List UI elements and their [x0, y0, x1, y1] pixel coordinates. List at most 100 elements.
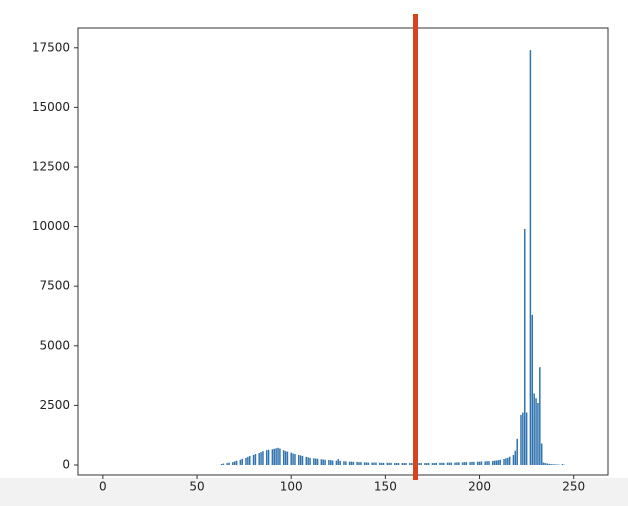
bar [348, 461, 351, 465]
x-tick-label: 50 [189, 480, 204, 494]
bar [523, 228, 526, 465]
y-tick-label: 15000 [32, 100, 70, 114]
bar [508, 456, 511, 465]
bar [373, 462, 375, 465]
bar [418, 463, 421, 465]
bar [431, 463, 434, 465]
bar [512, 454, 515, 465]
y-tick-label: 2500 [39, 398, 70, 412]
bar [371, 462, 373, 465]
bar [401, 463, 404, 465]
bar [235, 460, 238, 465]
bar [522, 412, 524, 465]
bar [226, 463, 228, 465]
bar [360, 462, 362, 465]
bar [286, 451, 289, 465]
bar [378, 462, 381, 465]
bar [493, 460, 496, 465]
bar [441, 462, 443, 465]
bar [258, 453, 260, 465]
x-tick-label: 250 [562, 480, 585, 494]
bar [507, 457, 509, 465]
bar [339, 460, 341, 465]
bar [539, 367, 541, 465]
bar [390, 462, 392, 465]
bar [220, 464, 223, 465]
bar [409, 463, 411, 465]
bar [335, 460, 338, 465]
bar [433, 463, 436, 465]
bar [252, 454, 255, 465]
bar [262, 451, 264, 465]
bar [403, 463, 405, 465]
bar [448, 462, 451, 465]
bar [380, 462, 383, 465]
bar [471, 461, 473, 465]
bar [290, 452, 292, 465]
bar [480, 461, 483, 465]
bar [405, 463, 407, 465]
bar [330, 460, 332, 465]
bar [241, 458, 243, 465]
bar [552, 464, 554, 465]
bar [516, 438, 518, 465]
bar [292, 453, 294, 465]
bar [328, 459, 330, 465]
bar [544, 463, 547, 465]
bar [410, 463, 413, 465]
bar [420, 463, 422, 465]
bar [443, 462, 445, 465]
bar [249, 455, 251, 465]
bar [450, 462, 453, 465]
bar [277, 447, 279, 465]
bar [529, 50, 532, 465]
bar [345, 461, 347, 465]
y-tick-label: 5000 [39, 338, 70, 352]
x-tick-label: 150 [374, 480, 397, 494]
bar [305, 456, 308, 465]
bar [375, 462, 377, 465]
bar [458, 462, 460, 465]
bar [314, 458, 317, 465]
bar [542, 462, 545, 465]
bar [488, 461, 490, 465]
bar [469, 462, 471, 465]
bar [388, 462, 390, 465]
y-tick-label: 12500 [32, 159, 70, 173]
bar [476, 461, 479, 465]
bar [358, 462, 360, 465]
bar [554, 464, 556, 465]
bar [245, 457, 247, 465]
bar [435, 462, 437, 465]
bar [461, 462, 464, 465]
bar [499, 459, 502, 465]
bar [222, 463, 225, 465]
bar [525, 412, 528, 465]
axes-frame [77, 27, 609, 476]
bar [546, 463, 549, 465]
bar [284, 451, 287, 465]
bar [426, 463, 428, 465]
bar [548, 463, 550, 465]
bar [265, 450, 268, 465]
bar [233, 461, 236, 465]
bar [520, 414, 522, 465]
footer-strip [0, 478, 628, 506]
bar [497, 460, 500, 465]
bar [343, 461, 345, 465]
bar [352, 461, 355, 465]
bar [350, 461, 353, 465]
bar [540, 443, 543, 465]
bar [294, 454, 296, 465]
bar [397, 463, 400, 465]
bar [273, 448, 276, 465]
bar [316, 458, 319, 465]
bar [533, 393, 535, 465]
bar [394, 463, 396, 465]
bar [514, 450, 517, 465]
bar [473, 461, 475, 465]
y-tick-label: 10000 [32, 219, 70, 233]
bar [454, 462, 456, 465]
bar [254, 454, 257, 465]
